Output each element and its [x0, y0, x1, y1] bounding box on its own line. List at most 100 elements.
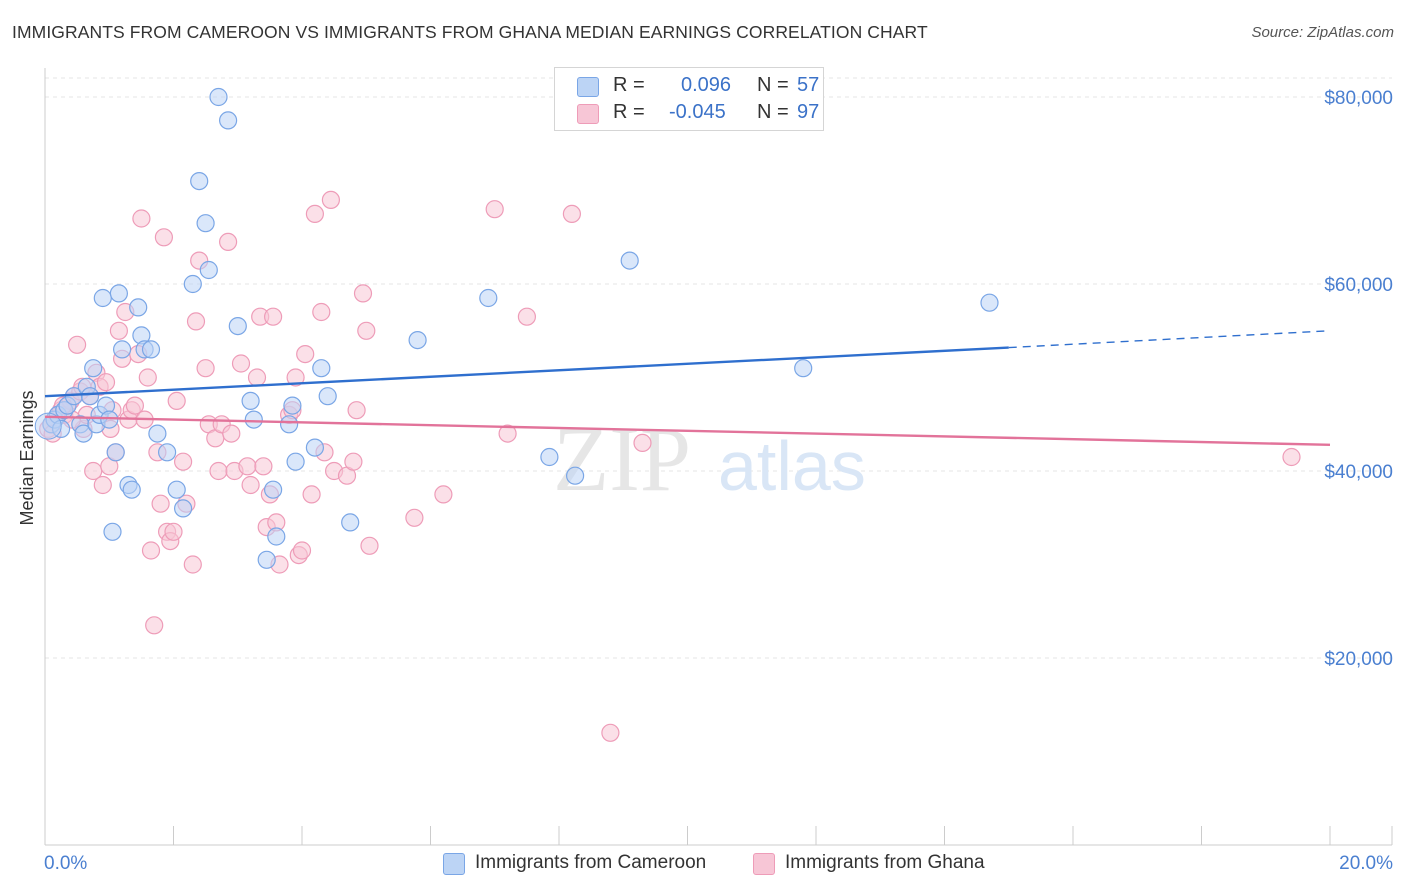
- ghana-point: [292, 541, 312, 560]
- ghana-point: [196, 359, 215, 378]
- cameroon-point: [312, 359, 331, 378]
- cameroon-point: [148, 424, 167, 443]
- ghana-point: [238, 457, 257, 476]
- n-label: N =: [757, 101, 789, 123]
- ghana-point: [562, 204, 582, 223]
- ghana-point: [353, 284, 373, 303]
- ghana-point: [151, 494, 170, 513]
- cameroon-point: [122, 480, 141, 499]
- cameroon-swatch: [577, 77, 599, 97]
- ghana-point: [174, 452, 193, 471]
- cameroon-point: [228, 317, 247, 336]
- cameroon-point: [93, 288, 112, 308]
- chart-title: IMMIGRANTS FROM CAMEROON VS IMMIGRANTS F…: [12, 22, 928, 42]
- ghana-point: [109, 321, 129, 340]
- ghana-point: [219, 232, 238, 251]
- y-axis-title: Median Earnings: [17, 390, 37, 525]
- cameroon-point: [183, 274, 202, 294]
- cameroon-point: [103, 522, 122, 541]
- r-label: R =: [613, 74, 645, 96]
- cameroon-point: [80, 387, 100, 406]
- ghana-point: [485, 200, 504, 219]
- cameroon-point: [267, 527, 286, 546]
- cameroon-point: [280, 415, 299, 434]
- cameroon-trendline: [44, 346, 1009, 398]
- ghana-point: [286, 368, 305, 387]
- cameroon-points: [34, 87, 999, 569]
- ghana-point: [93, 475, 112, 495]
- cameroon-point: [794, 359, 813, 378]
- watermark: ZIP atlas: [553, 408, 866, 510]
- cameroon-point: [565, 466, 585, 485]
- cameroon-point: [219, 111, 238, 130]
- cameroon-point: [190, 172, 209, 191]
- n-label: N =: [757, 74, 789, 96]
- cameroon-point: [305, 438, 324, 457]
- ghana-point: [347, 401, 366, 420]
- cameroon-point: [167, 480, 186, 499]
- cameroon-point: [74, 424, 93, 443]
- n-value: 97: [797, 101, 820, 123]
- ghana-point: [145, 616, 164, 635]
- y-tick-label: $20,000: [1324, 649, 1393, 670]
- r-value: -0.045: [669, 101, 726, 123]
- x-tick-labels: 0.0% 20.0%: [44, 853, 1393, 874]
- ghana-point: [498, 424, 517, 443]
- cameroon-point: [620, 251, 639, 270]
- cameroon-point: [106, 443, 125, 462]
- ghana-point: [312, 302, 331, 322]
- cameroon-point: [257, 550, 276, 569]
- ghana-point: [305, 204, 324, 223]
- ghana-point: [601, 723, 620, 742]
- ghana-point: [264, 307, 283, 326]
- watermark-zip: ZIP: [553, 408, 691, 510]
- y-tick-label: $40,000: [1324, 462, 1393, 483]
- cameroon-trendline-extension: [1008, 330, 1331, 349]
- ghana-point: [1282, 447, 1301, 467]
- ghana-point: [247, 368, 267, 387]
- ghana-point: [241, 475, 260, 495]
- cameroon-point: [112, 340, 132, 359]
- cameroon-point: [209, 87, 228, 107]
- cameroon-point: [540, 447, 559, 467]
- cameroon-point: [158, 443, 177, 462]
- ghana-point: [254, 457, 273, 476]
- watermark-atlas: atlas: [718, 427, 866, 505]
- ghana-point: [154, 228, 173, 247]
- ghana-point: [405, 508, 424, 527]
- ghana-trendline: [44, 415, 1331, 447]
- cameroon-legend-swatch: [443, 853, 465, 875]
- cameroon-point: [141, 340, 161, 359]
- trendlines: [44, 330, 1331, 447]
- cameroon-point: [408, 331, 427, 350]
- ghana-point: [132, 209, 151, 228]
- ghana-point: [360, 536, 379, 555]
- n-value: 57: [797, 74, 820, 96]
- ghana-point: [167, 391, 186, 410]
- cameroon-point: [479, 288, 498, 308]
- cameroon-point: [174, 499, 193, 518]
- y-tick-labels: $20,000 $40,000 $60,000 $80,000: [1324, 88, 1393, 670]
- ghana-point: [141, 541, 161, 560]
- cameroon-point: [980, 293, 999, 312]
- r-label: R =: [613, 101, 645, 123]
- cameroon-point: [34, 412, 62, 440]
- ghana-point: [222, 424, 241, 443]
- x-tick-label-min: 0.0%: [44, 853, 87, 874]
- cameroon-point: [318, 387, 337, 406]
- cameroon-point: [196, 214, 215, 233]
- cameroon-point: [286, 452, 305, 471]
- y-tick-label: $60,000: [1324, 275, 1393, 296]
- ghana-point: [183, 555, 202, 574]
- ghana-point: [302, 485, 321, 504]
- cameroon-point: [241, 391, 260, 410]
- y-tick-label: $80,000: [1324, 88, 1393, 109]
- ghana-point: [186, 312, 206, 331]
- ghana-point: [231, 354, 251, 373]
- ghana-point: [434, 485, 453, 504]
- cameroon-point: [109, 284, 129, 303]
- r-value: 0.096: [681, 74, 732, 96]
- ghana-point: [138, 368, 157, 387]
- ghana-point: [164, 522, 183, 541]
